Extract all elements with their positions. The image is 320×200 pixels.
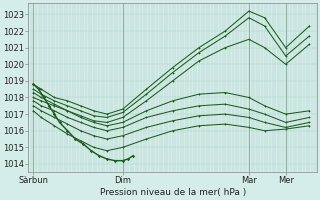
X-axis label: Pression niveau de la mer( hPa ): Pression niveau de la mer( hPa ) <box>100 188 246 197</box>
